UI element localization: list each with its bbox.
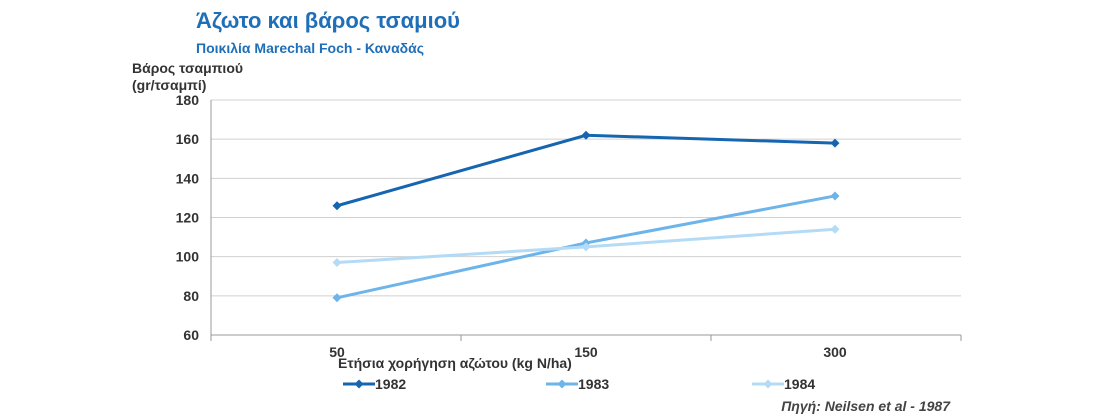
x-axis-label: Ετήσια χορήγηση αζώτου (kg N/ha): [338, 355, 572, 371]
source-note: Πηγή: Neilsen et al - 1987: [781, 398, 950, 414]
data-point: [332, 293, 342, 303]
grid-lines: [211, 99, 961, 297]
chart-title: Άζωτο και βάρος τσαμιού: [196, 8, 460, 33]
y-tick-label: 160: [176, 131, 200, 147]
x-tick-label: 50: [329, 344, 345, 360]
series-group: [332, 130, 840, 303]
y-tick-label: 80: [183, 288, 199, 304]
series-line-1982: [336, 133, 836, 208]
data-point: [581, 242, 591, 252]
x-tick-label: 150: [574, 344, 598, 360]
y-axis-label: Βάρος τσαμπιού (gr/τσαμπί): [132, 60, 244, 93]
data-point: [581, 130, 591, 140]
legend-swatch-marker: [557, 379, 567, 389]
x-tick-label: 300: [823, 344, 847, 360]
y-tick-label: 180: [176, 92, 200, 108]
chart-subtitle: Ποικιλία Marechal Foch - Καναδάς: [196, 40, 425, 56]
y-tick-label: 100: [176, 249, 200, 265]
x-tick-labels: 50 150 300: [329, 344, 847, 360]
legend: 1982 1983 1984: [343, 376, 815, 392]
legend-swatch-marker: [763, 379, 773, 389]
y-tick-label: 120: [176, 210, 200, 226]
legend-label: 1984: [784, 376, 815, 392]
y-tick-label: 60: [183, 327, 199, 343]
legend-label: 1983: [578, 376, 609, 392]
legend-swatch-marker: [354, 379, 364, 389]
y-tick-labels: 60 80 100 120 140 160 180: [176, 92, 200, 343]
data-point: [830, 191, 840, 201]
data-point: [332, 201, 342, 211]
y-tick-label: 140: [176, 170, 200, 186]
data-point: [830, 138, 840, 148]
axes: [210, 100, 962, 341]
legend-label: 1982: [375, 376, 406, 392]
data-point: [830, 224, 840, 234]
data-point: [332, 258, 342, 268]
